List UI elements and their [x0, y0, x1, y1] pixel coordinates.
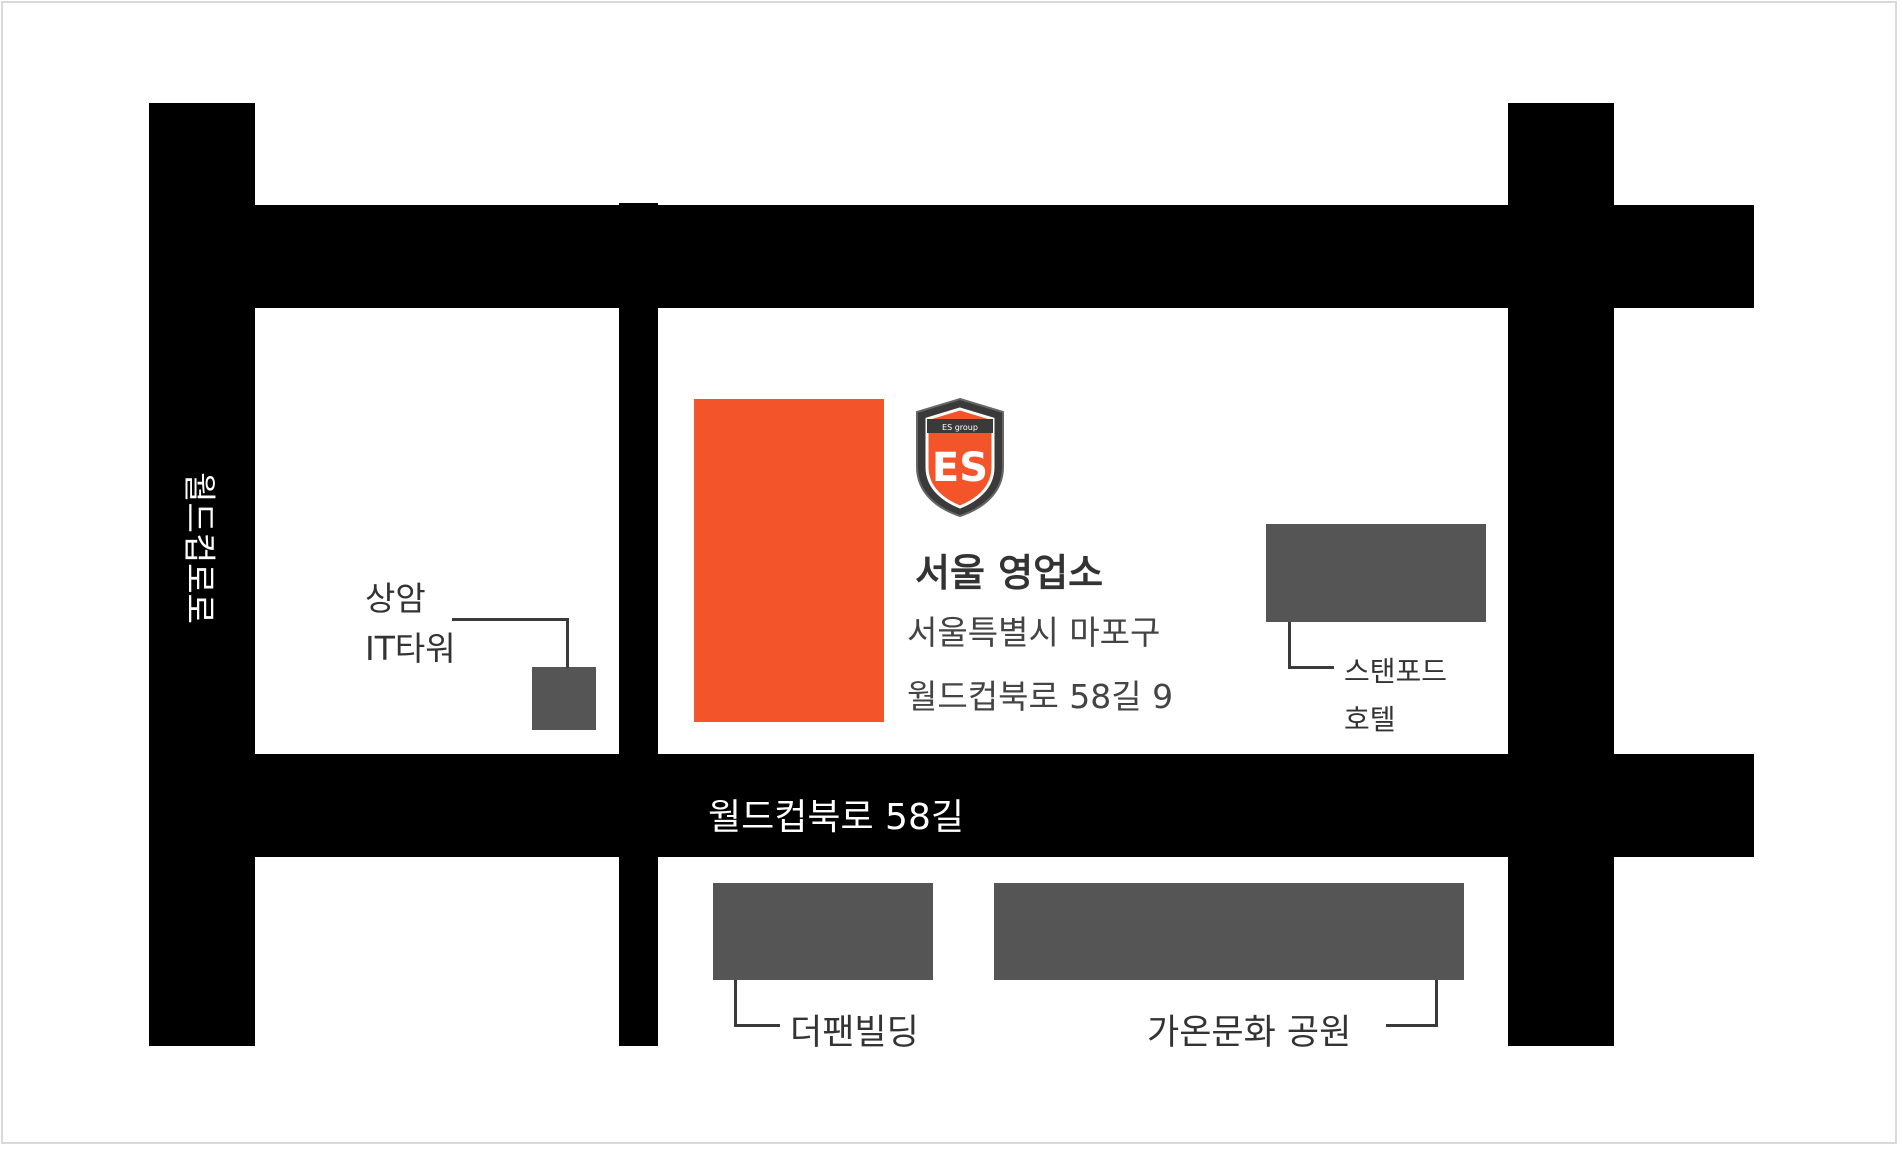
building-gaon-park [994, 883, 1464, 980]
leader-line [1435, 980, 1438, 1027]
office-name: 서울 영업소 [915, 551, 1104, 595]
road-bottom-horizontal [149, 754, 1754, 857]
label-the-pan-building: 더팬빌딩 [790, 1013, 919, 1053]
building-sangam-it-tower [532, 667, 596, 730]
office-block [694, 399, 884, 722]
es-logo-icon: ES group ES [916, 397, 1004, 518]
office-address-line2: 월드컵북로 58길 9 [907, 677, 1174, 716]
road-label-vertical: 월드컵로로 [180, 472, 219, 624]
leader-line [734, 1024, 780, 1027]
road-middle-vertical [619, 203, 658, 1046]
leader-line [566, 618, 569, 668]
leader-line [452, 618, 569, 621]
label-hotel: 호텔 [1344, 703, 1396, 736]
leader-line [1288, 666, 1334, 669]
road-label-main: 월드컵북로 58길 [708, 797, 964, 838]
logo-text: ES [932, 445, 988, 491]
logo-subtext: ES group [942, 423, 978, 432]
building-the-pan [713, 883, 933, 980]
leader-line [1386, 1024, 1438, 1027]
leader-line [734, 980, 737, 1027]
building-stanford-hotel [1266, 524, 1486, 622]
label-stanford: 스탠포드 [1344, 655, 1448, 688]
label-gaon-park: 가온문화 공원 [1147, 1013, 1352, 1053]
label-it-tower: IT타워 [365, 629, 456, 668]
road-top-horizontal [149, 205, 1754, 308]
leader-line [1288, 622, 1291, 669]
office-address-line1: 서울특별시 마포구 [907, 613, 1161, 652]
label-sangam: 상암 [365, 579, 426, 618]
